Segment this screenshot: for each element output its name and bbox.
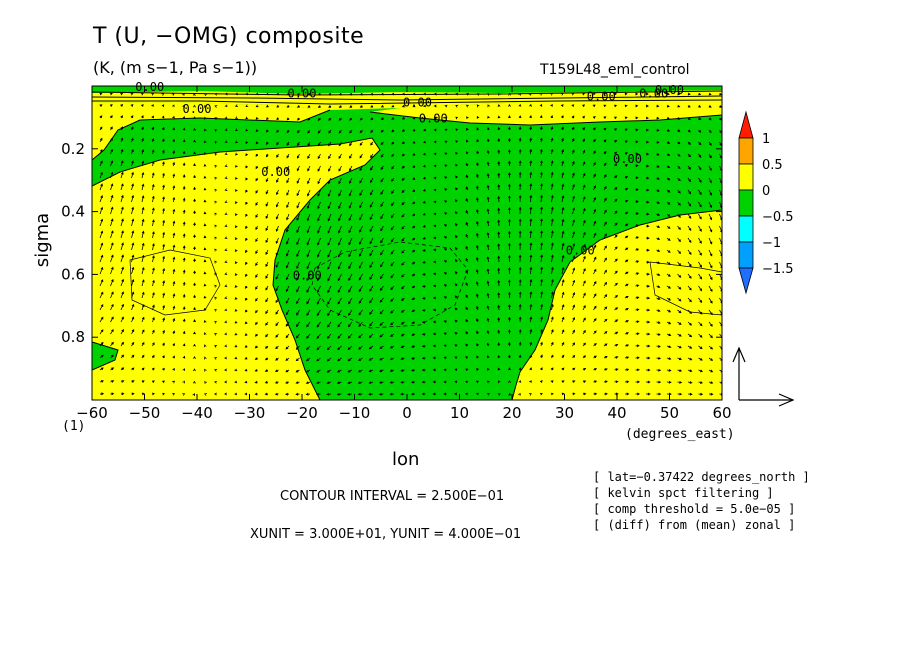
colorbar-cell-orange — [738, 137, 754, 165]
x-tick-label: 20 — [502, 404, 521, 422]
x-axis-label: lon — [392, 449, 419, 470]
colorbar: 1 0.5 0 −0.5 −1 −1.5 — [738, 110, 794, 295]
x-axis-unit: (degrees_east) — [625, 427, 735, 442]
x-tick-label: 0 — [402, 404, 412, 422]
run-name: T159L48_eml_control — [540, 62, 690, 78]
y-tick-label: 0.4 — [61, 203, 85, 221]
contour-label: 0.00 — [293, 268, 322, 282]
reference-vector-horizontal-head — [778, 393, 795, 407]
zero-contour-5 — [92, 341, 119, 371]
zero-contour-3 — [511, 209, 722, 400]
chart-title: T (U, −OMG) composite — [93, 24, 365, 49]
colorbar-label: 0.5 — [762, 158, 783, 173]
colorbar-label: 0 — [762, 184, 770, 199]
negative-contour-dashed — [311, 241, 469, 329]
x-tick-label: −10 — [339, 404, 371, 422]
top-contour-a — [92, 90, 722, 96]
colorbar-label: −0.5 — [762, 210, 794, 225]
contour-lines — [92, 90, 722, 400]
wind-vectors — [99, 92, 722, 396]
x-tick-label: −50 — [129, 404, 161, 422]
positive-region-right — [512, 210, 722, 400]
positive-region-upper-left — [92, 102, 330, 160]
zero-contour-4 — [369, 111, 722, 126]
colorbar-cell-green — [738, 189, 754, 217]
colorbar-top-triangle — [738, 110, 754, 139]
x-axis: −60 −50 −40 −30 −20 −10 0 10 20 30 40 50 60 — [76, 86, 732, 422]
colorbar-label: −1 — [762, 236, 781, 251]
vector-arrows — [99, 92, 722, 396]
zero-contour-2 — [92, 137, 381, 400]
reference-vector — [732, 346, 795, 407]
reference-vector-vertical-head — [732, 346, 746, 363]
y-tick-label: 0.2 — [61, 140, 85, 158]
x-tick-label: 60 — [712, 404, 731, 422]
contour-label: 0.00 — [183, 102, 212, 116]
note-threshold: [ comp threshold = 5.0e−05 ] — [593, 502, 796, 516]
colorbar-cell-blue — [738, 241, 754, 269]
colorbar-cell-cyan — [738, 215, 754, 243]
positive-region-upper — [370, 96, 722, 125]
negative-region-middle — [300, 126, 722, 240]
y-tick-label: 0.6 — [61, 265, 85, 283]
chart-units: (K, (m s−1, Pa s−1)) — [93, 58, 258, 77]
contour-label: 0.00 — [587, 89, 616, 103]
x-tick-label: 40 — [607, 404, 626, 422]
contour-label: 0.00 — [288, 86, 317, 100]
top-contour-c — [92, 99, 722, 105]
x-tick-label: 50 — [660, 404, 679, 422]
colorbar-cell-yellow — [738, 163, 754, 191]
colorbar-label: −1.5 — [762, 262, 794, 277]
x-tick-label: −40 — [181, 404, 213, 422]
contour-label: 0.00 — [403, 96, 432, 110]
note-diff: [ (diff) from (mean) zonal ] — [593, 518, 796, 532]
y-tick-label: 0.8 — [61, 328, 85, 346]
colorbar-bottom-triangle — [738, 267, 754, 295]
x-tick-label: −30 — [234, 404, 266, 422]
colorbar-label: 1 — [762, 132, 770, 147]
positive-region-left — [92, 138, 380, 400]
note-filtering: [ kelvin spct filtering ] — [593, 486, 774, 500]
units-text: XUNIT = 3.000E+01, YUNIT = 4.000E−01 — [250, 527, 522, 542]
contour-label: 0.00 — [566, 243, 595, 257]
y-axis-corner-label: (1) — [62, 419, 85, 434]
contour-label: 0.00 — [419, 111, 448, 125]
y-axis-label: sigma — [32, 213, 53, 267]
top-contour-b — [92, 95, 722, 101]
contour-label: 0.00 — [639, 86, 668, 100]
note-latitude: [ lat=−0.37422 degrees_north ] — [593, 470, 810, 484]
x-tick-label: −20 — [286, 404, 318, 422]
x-tick-label: −60 — [76, 404, 108, 422]
x-tick-label: 10 — [450, 404, 469, 422]
contour-label: 0.00 — [261, 165, 290, 179]
filled-contours — [92, 86, 722, 400]
positive-contour-left — [129, 249, 221, 316]
contour-labels: 0.000.000.000.000.000.00 0.000.000.000.00… — [135, 80, 684, 282]
positive-contour-right — [649, 261, 722, 316]
contour-label: 0.00 — [613, 152, 642, 166]
contour-interval-text: CONTOUR INTERVAL = 2.500E−01 — [280, 489, 505, 504]
contour-label: 0.00 — [135, 80, 164, 94]
zero-contour-1 — [92, 109, 331, 161]
y-axis: 0.2 0.4 0.6 0.8 — [61, 140, 722, 346]
x-tick-label: 30 — [555, 404, 574, 422]
